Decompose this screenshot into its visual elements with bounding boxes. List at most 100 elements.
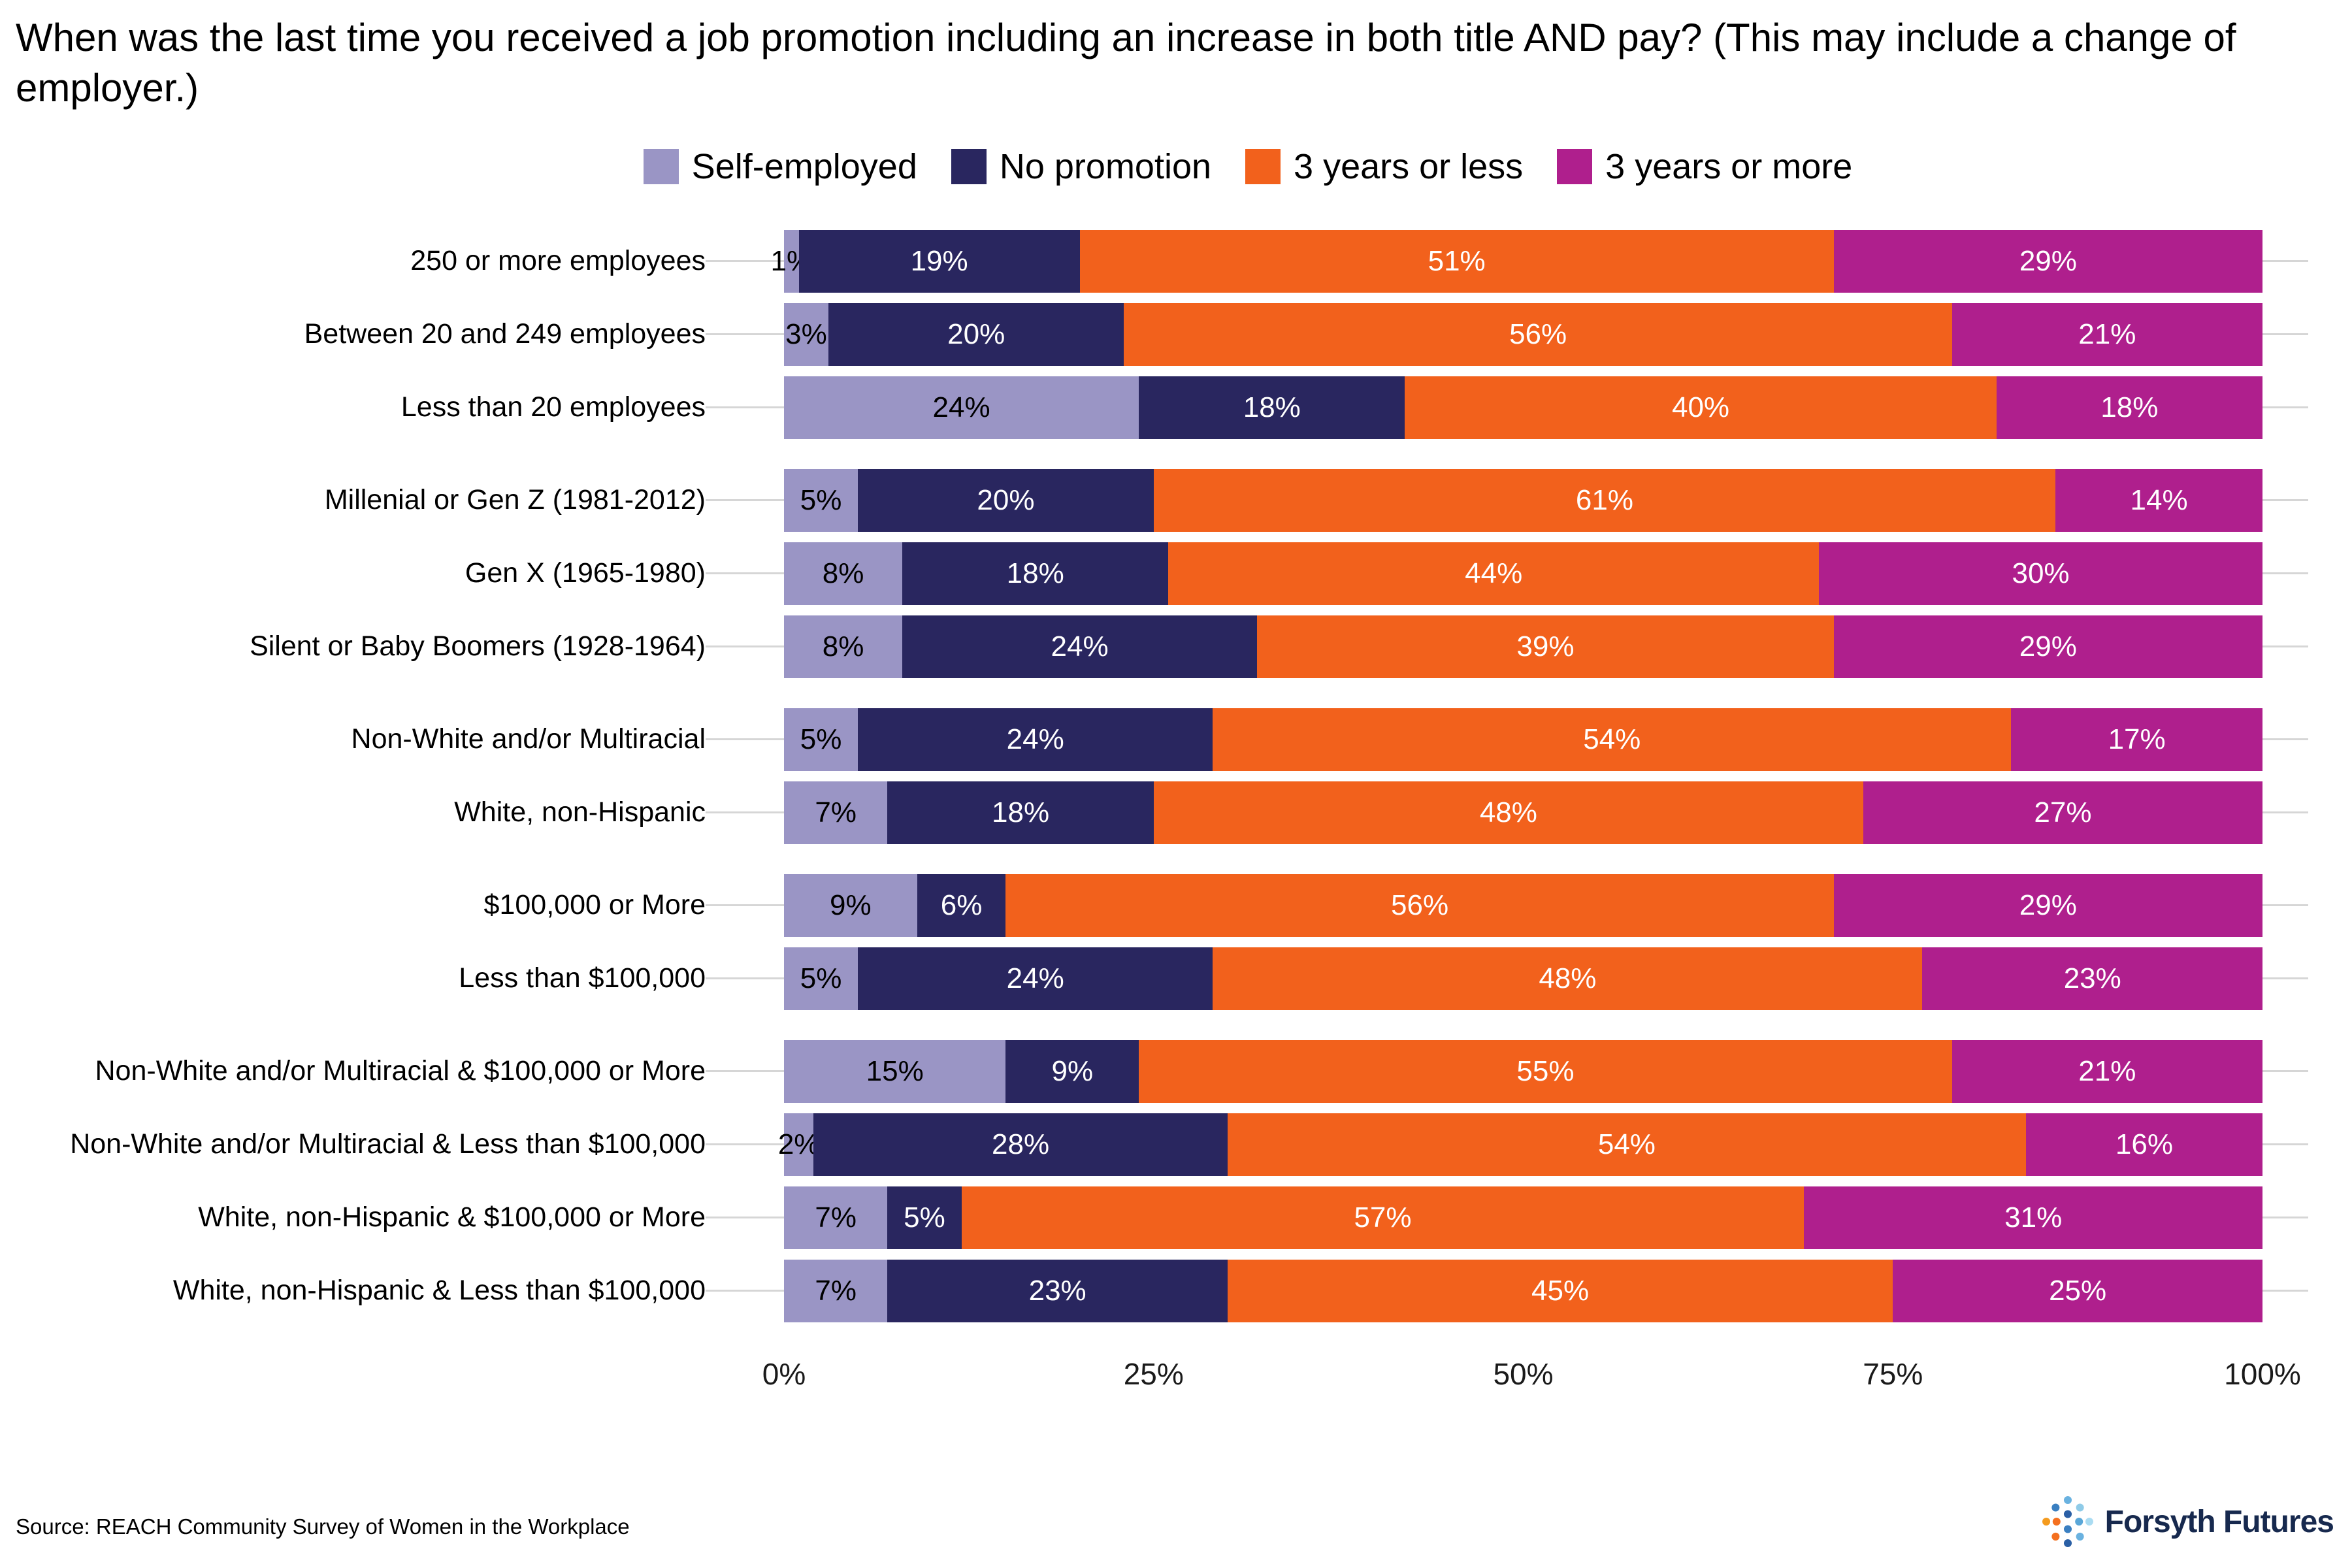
bar-segment-label: 40%	[1671, 391, 1730, 423]
x-tick-label: 75%	[1863, 1356, 1923, 1391]
row-connector-left	[706, 811, 784, 814]
bar-row: Gen X (1965-1980) 8% 18% 44% 30%	[0, 542, 2308, 605]
legend-swatch	[1245, 148, 1281, 184]
x-tick-label: 50%	[1493, 1356, 1554, 1391]
bar-segment: 27%	[1863, 781, 2262, 844]
bar-segment: 20%	[828, 302, 1124, 366]
row-connector-left	[706, 333, 784, 336]
legend-item: Self-employed	[643, 146, 917, 187]
bar-segment-label: 24%	[932, 391, 990, 423]
row-label: Silent or Baby Boomers (1928-1964)	[250, 630, 706, 662]
bar-segment-label: 27%	[2034, 796, 2092, 828]
bar-row: White, non-Hispanic & $100,000 or More 7%…	[0, 1186, 2308, 1249]
bar-segment-label: 20%	[977, 483, 1035, 516]
bar-segment: 18%	[887, 781, 1154, 844]
bar-segment: 44%	[1168, 542, 1820, 605]
bar-segment-label: 18%	[992, 796, 1050, 828]
legend-label: No promotion	[999, 146, 1212, 186]
bar-group-race: Non-White and/or Multiracial 5% 24% 54% 17% W…	[0, 708, 2308, 844]
bar-segment-label: 39%	[1516, 630, 1575, 662]
bar-track: 5% 20% 61% 14%	[784, 468, 2308, 532]
bar-group-race-and-income: Non-White and/or Multiracial & $100,000 …	[0, 1039, 2308, 1322]
bar-track: 1% 19% 51% 29%	[771, 229, 2308, 293]
bar-segment-label: 5%	[800, 483, 842, 516]
legend-item: No promotion	[951, 146, 1211, 187]
bar-track: 7% 23% 45% 25%	[784, 1259, 2308, 1322]
bar-segment: 55%	[1139, 1039, 1952, 1103]
bar-segment: 18%	[1139, 376, 1405, 439]
bar-segment: 7%	[784, 1186, 888, 1249]
bar-segment-label: 7%	[815, 1274, 857, 1307]
bar-segment-label: 28%	[992, 1128, 1050, 1160]
bar-segment-label: 51%	[1428, 244, 1486, 277]
bar-track: 5% 24% 48% 23%	[784, 947, 2308, 1010]
bar-segment: 9%	[784, 874, 917, 937]
row-label: Non-White and/or Multiracial & Less than…	[70, 1128, 706, 1160]
bar-row: Millenial or Gen Z (1981-2012) 5% 20% 61% 14…	[0, 468, 2308, 532]
bar-segment: 29%	[1833, 615, 2262, 678]
row-connector-left	[706, 572, 784, 575]
bar-segment: 56%	[1005, 874, 1834, 937]
legend-swatch	[1557, 148, 1593, 184]
logo-text: Forsyth Futures	[2104, 1504, 2334, 1539]
x-tick-label: 25%	[1123, 1356, 1184, 1391]
bar-segment: 48%	[1213, 947, 1923, 1010]
bar-segment: 9%	[1005, 1039, 1139, 1103]
row-connector-left	[706, 260, 784, 263]
bar-track: 3% 20% 56% 21%	[784, 302, 2308, 366]
bar-segment: 5%	[784, 947, 858, 1010]
x-axis: 0% 25% 50% 75% 100%	[762, 1356, 2301, 1402]
bar-segment: 18%	[1996, 376, 2262, 439]
bar-segment-label: 48%	[1479, 796, 1537, 828]
bar-segment: 15%	[784, 1039, 1006, 1103]
x-tick-label: 100%	[2224, 1356, 2301, 1391]
bar-segment-label: 5%	[800, 962, 842, 994]
row-label: Gen X (1965-1980)	[465, 557, 706, 589]
bar-segment: 2%	[778, 1113, 819, 1176]
bar-segment-label: 20%	[947, 318, 1005, 350]
row-label: $100,000 or More	[483, 889, 706, 921]
bar-segment-label: 17%	[2108, 723, 2166, 755]
bar-segment: 54%	[1213, 708, 2012, 771]
bar-segment-label: 7%	[815, 796, 857, 828]
bar-row: White, non-Hispanic & Less than $100,000…	[0, 1259, 2308, 1322]
bar-row: Between 20 and 249 employees 3% 20% 56% 21%	[0, 302, 2308, 366]
bar-segment: 28%	[813, 1113, 1228, 1176]
bar-segment: 51%	[1079, 229, 1834, 293]
bar-track: 24% 18% 40% 18%	[784, 376, 2308, 439]
bar-track: 15% 9% 55% 21%	[784, 1039, 2308, 1103]
bar-segment-label: 9%	[1051, 1054, 1094, 1087]
row-connector-left	[706, 904, 784, 907]
bar-row: Silent or Baby Boomers (1928-1964) 8% 24% 3…	[0, 615, 2308, 678]
bar-segment-label: 31%	[2004, 1201, 2063, 1233]
row-connector-left	[706, 645, 784, 648]
bar-track: 8% 24% 39% 29%	[784, 615, 2308, 678]
bar-segment-label: 19%	[910, 244, 968, 277]
row-connector-left	[706, 499, 784, 502]
bar-segment-label: 61%	[1575, 483, 1633, 516]
bar-segment-label: 25%	[2049, 1274, 2107, 1307]
bar-segment-label: 5%	[800, 723, 842, 755]
row-label: Millenial or Gen Z (1981-2012)	[324, 483, 706, 515]
bar-track: 7% 5% 57% 31%	[784, 1186, 2308, 1249]
bar-segment: 19%	[798, 229, 1080, 293]
row-label: 250 or more employees	[410, 244, 706, 276]
bar-row: White, non-Hispanic 7% 18% 48% 27%	[0, 781, 2308, 844]
bar-segment-label: 18%	[1243, 391, 1301, 423]
bar-segment-label: 21%	[2078, 318, 2136, 350]
bar-segment-label: 23%	[1028, 1274, 1086, 1307]
row-connector-left	[706, 1290, 784, 1292]
bar-segment: 24%	[902, 615, 1258, 678]
bar-segment-label: 23%	[2063, 962, 2121, 994]
row-connector-left	[706, 1217, 784, 1219]
bar-segment: 5%	[784, 708, 858, 771]
bar-segment: 31%	[1804, 1186, 2262, 1249]
bar-segment-label: 18%	[2100, 391, 2159, 423]
bar-segment: 24%	[858, 947, 1213, 1010]
bar-segment-label: 8%	[822, 630, 864, 662]
bar-segment-label: 29%	[2019, 630, 2077, 662]
row-label: White, non-Hispanic & Less than $100,000	[172, 1274, 706, 1306]
bar-segment-label: 24%	[1006, 962, 1064, 994]
x-tick-label: 0%	[762, 1356, 806, 1391]
